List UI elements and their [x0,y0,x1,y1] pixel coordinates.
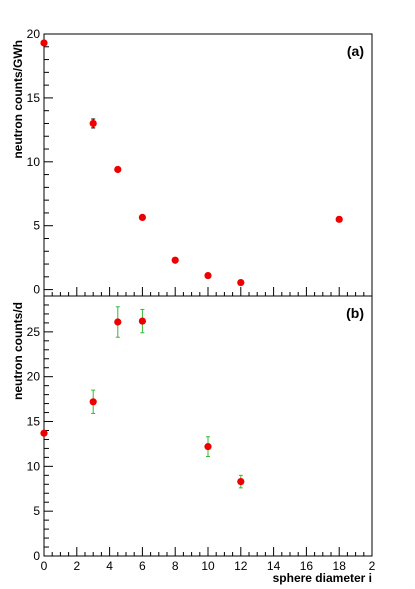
x-tick-label: 10 [201,559,215,573]
panel-b: 0 5 10 15 20 25 0 2 4 6 8 10 12 14 16 18 2 (b) neutron c… [11,295,376,585]
data-point [237,477,245,486]
x-tick-label: 14 [267,559,281,573]
data-point [138,317,146,325]
y-tick-label: 20 [27,27,41,41]
x-axis-label: sphere diameter i [273,571,372,585]
data-point [114,318,122,326]
data-point [40,429,48,437]
y-tick-label: 20 [27,370,41,384]
data-point [114,165,122,174]
y-tick-label: 10 [27,155,41,169]
y-tick-label: 5 [33,504,40,518]
data-point [138,213,146,221]
x-tick-label: 8 [172,559,179,573]
panel-a-label: (a) [347,43,364,59]
panel-a: 0 5 10 15 20 (a) neutron counts/GWh [11,27,373,297]
x-tick-label: 2 [73,559,80,573]
data-point [40,39,48,47]
panel-b-axes: 0 5 10 15 20 25 0 2 4 6 8 10 12 14 16 18 2 [27,295,376,573]
y-tick-label: 25 [27,325,41,339]
x-tick-label: 2 [369,559,376,573]
data-point [335,215,343,223]
panel-a-y-axis-label: neutron counts/GWh [11,40,25,159]
data-point [204,271,212,280]
y-tick-label: 10 [27,459,41,473]
x-tick-label: 4 [106,559,113,573]
y-tick-label: 0 [33,283,40,297]
panel-b-points [40,306,245,489]
x-tick-label: 16 [300,559,314,573]
y-tick-label: 0 [33,549,40,563]
data-point [89,398,97,406]
y-tick-label: 5 [33,219,40,233]
y-tick-label: 15 [27,91,41,105]
data-point [171,256,179,264]
y-tick-label: 15 [27,415,41,429]
x-tick-label: 12 [234,559,248,573]
panel-a-points [40,39,343,287]
x-tick-label: 0 [41,559,48,573]
panel-b-label: (b) [346,305,364,321]
data-point [89,119,97,128]
x-tick-label: 18 [333,559,347,573]
data-point [237,278,245,287]
panel-b-y-axis-label: neutron counts/d [11,302,25,400]
data-point [204,443,212,451]
x-tick-label: 6 [139,559,146,573]
panel-a-axes: 0 5 10 15 20 [27,27,373,297]
